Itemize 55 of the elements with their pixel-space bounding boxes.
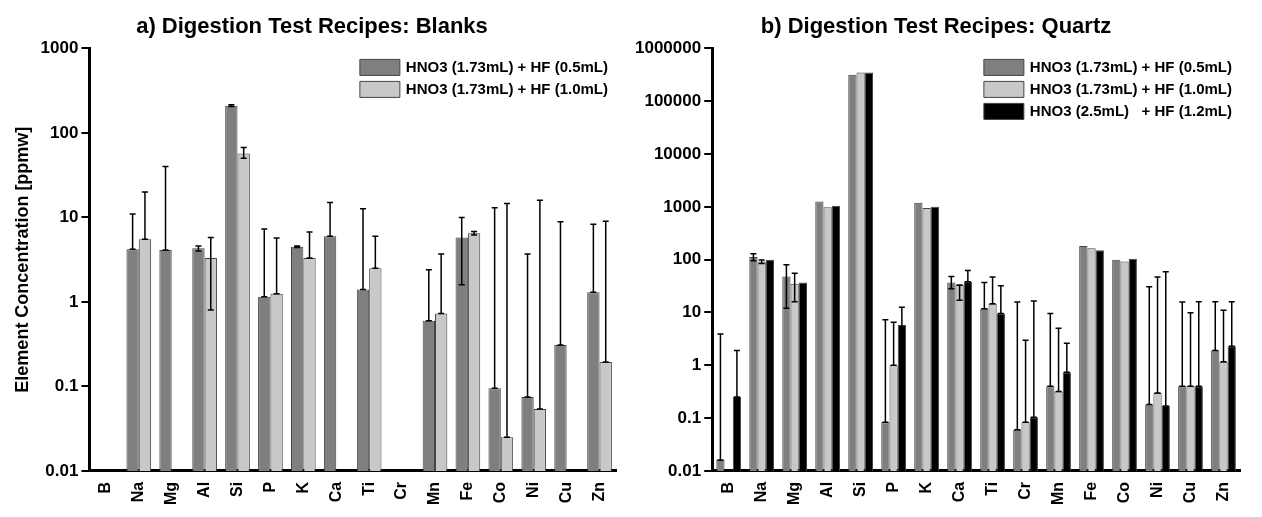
y-tick-label: 10000 — [653, 143, 702, 163]
x-tick-label: P — [884, 481, 902, 493]
y-tick-label: 100000 — [644, 90, 702, 110]
chart-title: a) Digestion Test Recipes: Blanks — [136, 13, 488, 39]
y-tick-label: 0.1 — [54, 376, 79, 396]
legend-label: HNO3 (1.73mL) + HF (1.0mL) — [1029, 79, 1233, 97]
y-tick-label: 100 — [672, 249, 702, 269]
legend-label: HNO3 (1.73mL) + HF (1.0mL) — [405, 79, 609, 97]
y-tick-label: 10 — [59, 207, 79, 227]
x-tick-label: Ni — [1147, 481, 1165, 498]
x-tick-label: Co — [491, 481, 509, 504]
x-tick-label: Mn — [1048, 481, 1066, 506]
x-tick-label: K — [917, 481, 935, 494]
x-tick-label: Co — [1114, 481, 1132, 504]
y-tick-label: 1000 — [40, 38, 79, 58]
x-tick-label: Cr — [392, 481, 410, 500]
x-tick-label: Zn — [589, 481, 607, 502]
x-tick-label: K — [293, 481, 311, 494]
x-tick-label: Cu — [557, 481, 575, 504]
x-tick-label: Si — [227, 481, 245, 498]
x-tick-label: Cr — [1015, 481, 1033, 500]
x-tick-label: Zn — [1213, 481, 1231, 502]
legend-label: HNO3 (1.73mL) + HF (0.5mL) — [1029, 57, 1233, 75]
y-tick-label: 1000 — [663, 196, 702, 216]
x-tick-label: Ca — [326, 481, 344, 503]
x-tick-label: B — [719, 481, 737, 494]
x-tick-label: Al — [818, 481, 836, 498]
x-tick-label: P — [260, 481, 278, 493]
y-tick-label: 10 — [682, 302, 702, 322]
x-tick-label: Ti — [359, 481, 377, 496]
x-tick-label: Fe — [458, 481, 476, 501]
x-tick-label: Ti — [982, 481, 1000, 496]
y-tick-label: 0.01 — [668, 460, 702, 480]
chart-title: b) Digestion Test Recipes: Quartz — [760, 13, 1112, 39]
x-tick-label: Mg — [162, 481, 180, 506]
legend-label: HNO3 (1.73mL) + HF (0.5mL) — [405, 57, 609, 75]
x-tick-label: Na — [129, 481, 147, 503]
x-tick-label: Cu — [1180, 481, 1198, 504]
y-tick-label: 100 — [50, 122, 79, 142]
x-tick-label: Ca — [950, 481, 967, 503]
y-tick-label: 0.1 — [677, 407, 702, 427]
x-tick-label: Si — [851, 481, 869, 498]
y-tick-label: 1 — [691, 354, 702, 374]
x-tick-label: Mn — [425, 481, 443, 506]
x-tick-label: B — [96, 481, 114, 494]
x-tick-label: Fe — [1081, 481, 1099, 501]
x-tick-label: Ni — [524, 481, 542, 498]
legend-label: HNO3 (2.5mL) + HF (1.2mL) — [1029, 101, 1232, 119]
y-tick-label: 1000000 — [634, 38, 702, 58]
x-tick-label: Al — [195, 481, 213, 498]
x-tick-label: Na — [752, 481, 770, 503]
y-tick-label: 1 — [68, 291, 79, 311]
x-tick-label: Mg — [785, 481, 803, 506]
y-tick-label: 0.01 — [45, 460, 79, 480]
y-axis-title: Element Concentration [ppmw] — [11, 126, 32, 393]
